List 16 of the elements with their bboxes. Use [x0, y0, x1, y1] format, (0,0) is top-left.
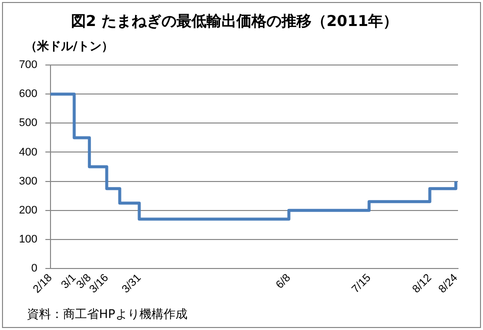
y-tick-label: 0 [31, 262, 38, 275]
y-tick-label: 400 [18, 146, 38, 158]
y-tick-label: 200 [18, 204, 38, 216]
x-tick-label: 8/24 [436, 272, 460, 296]
x-tick-label: 3/31 [120, 272, 144, 296]
x-tick-label: 6/8 [274, 272, 294, 292]
y-tick-label: 300 [18, 175, 38, 188]
y-tick-label: 600 [18, 88, 38, 100]
y-tick-label: 100 [18, 233, 38, 246]
y-axis-title: （米ドル/トン） [25, 39, 114, 54]
y-tick-label: 700 [18, 59, 38, 72]
x-tick-label: 8/12 [410, 272, 434, 296]
y-tick-label: 500 [18, 117, 38, 130]
chart-title: 図2 たまねぎの最低輸出価格の推移（2011年） [70, 12, 398, 30]
text: 資料：商工省HPより機構作成 [27, 307, 188, 322]
x-tick-label: 7/15 [350, 272, 374, 296]
